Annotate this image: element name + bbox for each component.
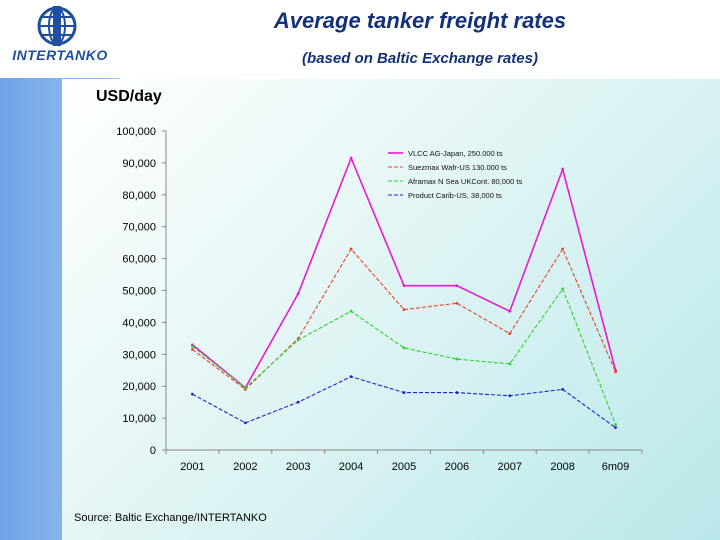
legend-label: Aframax N Sea UKCont. 80,000 ts	[408, 177, 522, 186]
legend-label: Product Carib-US, 38,000 ts	[408, 191, 502, 200]
data-point	[296, 292, 300, 296]
y-tick-label: 70,000	[122, 222, 156, 234]
data-point	[508, 362, 512, 366]
data-point	[402, 308, 406, 312]
x-tick-label: 2004	[339, 461, 363, 473]
x-tick-label: 2008	[550, 461, 574, 473]
data-point	[191, 392, 194, 396]
data-point	[508, 309, 512, 313]
data-point	[455, 391, 459, 394]
data-point	[349, 156, 353, 160]
y-tick-label: 100,000	[116, 126, 156, 138]
data-point	[614, 423, 617, 426]
data-point	[296, 338, 300, 342]
data-point	[402, 391, 406, 394]
y-tick-label: 60,000	[122, 254, 156, 266]
data-point	[561, 247, 565, 251]
data-point	[561, 387, 565, 391]
legend-label: Suezmax Wafr-US 130.000 ts	[408, 163, 507, 172]
data-point	[455, 357, 459, 361]
x-tick-label: 2005	[392, 461, 416, 473]
chart-panel	[62, 79, 720, 540]
data-point	[614, 426, 617, 430]
data-point	[614, 370, 617, 374]
data-point	[296, 400, 300, 404]
data-point	[561, 287, 565, 291]
series-line-3	[192, 287, 617, 425]
data-point	[243, 386, 247, 390]
x-tick-label: 6m09	[602, 461, 630, 473]
data-point	[349, 309, 353, 313]
y-tick-label: 0	[150, 445, 156, 457]
x-tick-label: 2001	[180, 461, 204, 473]
x-tick-label: 2007	[498, 461, 522, 473]
logo: INTERTANKO	[0, 0, 120, 78]
y-tick-label: 40,000	[122, 317, 156, 329]
page-subtitle: (based on Baltic Exchange rates)	[302, 50, 538, 67]
y-tick-label: 90,000	[122, 158, 156, 170]
x-tick-label: 2002	[233, 461, 257, 473]
logo-wordmark: INTERTANKO	[12, 47, 108, 63]
y-tick-label: 30,000	[122, 349, 156, 361]
data-point	[455, 284, 459, 288]
x-tick-label: 2006	[445, 461, 469, 473]
y-axis-label: USD/day	[96, 88, 162, 105]
y-tick-label: 20,000	[122, 381, 156, 393]
data-point	[191, 344, 194, 348]
data-point	[349, 247, 353, 251]
data-point	[508, 394, 512, 398]
x-tick-label: 2003	[286, 461, 310, 473]
source-note: Source: Baltic Exchange/INTERTANKO	[74, 512, 267, 524]
data-point	[191, 348, 194, 351]
y-tick-label: 10,000	[122, 413, 156, 425]
series-line-1	[191, 155, 617, 390]
y-tick-label: 80,000	[122, 190, 156, 202]
data-point	[508, 332, 512, 335]
data-point	[402, 284, 406, 288]
y-tick-label: 50,000	[122, 286, 156, 298]
data-point	[402, 346, 406, 350]
data-point	[349, 375, 353, 379]
legend-label: VLCC AG-Japan, 250.000 ts	[408, 149, 503, 158]
series-line-4	[192, 376, 616, 429]
globe-icon	[37, 6, 77, 46]
data-point	[455, 301, 459, 305]
data-point	[561, 167, 565, 171]
page-title: Average tanker freight rates	[273, 8, 567, 33]
data-point	[243, 421, 247, 425]
